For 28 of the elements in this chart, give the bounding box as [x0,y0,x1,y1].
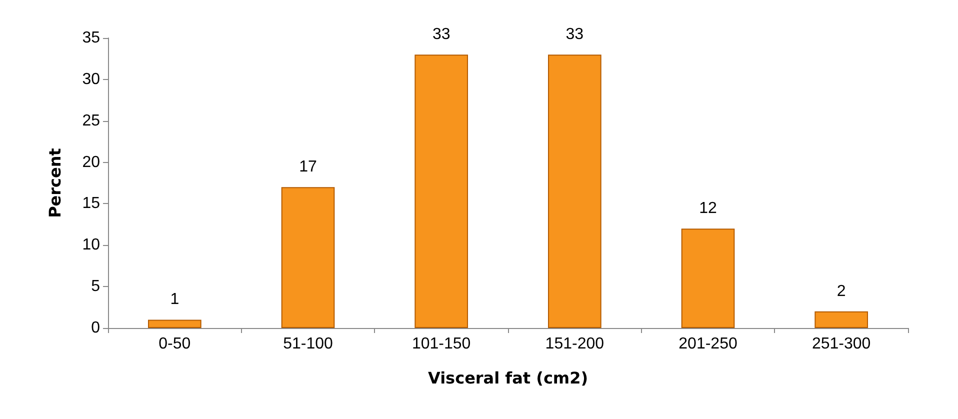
x-tick-label: 101-150 [412,336,471,352]
x-tick-label: 151-200 [545,336,604,352]
x-tick-label: 51-100 [283,336,334,352]
y-tick-label: 5 [91,278,100,296]
x-axis-title: Visceral fat (cm2) [428,368,588,388]
data-label: 33 [566,26,584,44]
bar [414,54,468,328]
x-tick-label: 0-50 [158,336,191,352]
y-tick-label: 35 [82,30,100,46]
bar [548,54,602,328]
y-tick-label: 10 [82,236,100,254]
y-tick-label: 15 [82,195,100,212]
x-tick-label: 201-250 [678,336,738,352]
bar [148,320,202,328]
y-tick-label: 30 [82,70,100,88]
data-label: 33 [432,26,450,44]
y-tick-label: 20 [82,154,100,171]
data-label: 17 [299,158,317,176]
y-tick-label: 0 [91,320,100,336]
data-label: 1 [170,291,180,308]
bar [281,187,335,328]
y-tick-label: 25 [82,112,100,130]
y-axis-title: Percent [46,148,64,218]
data-label: 2 [836,282,846,300]
data-label: 12 [699,200,717,218]
x-tick-label: 251-300 [812,336,871,352]
bar [814,311,868,328]
bar [681,228,735,328]
